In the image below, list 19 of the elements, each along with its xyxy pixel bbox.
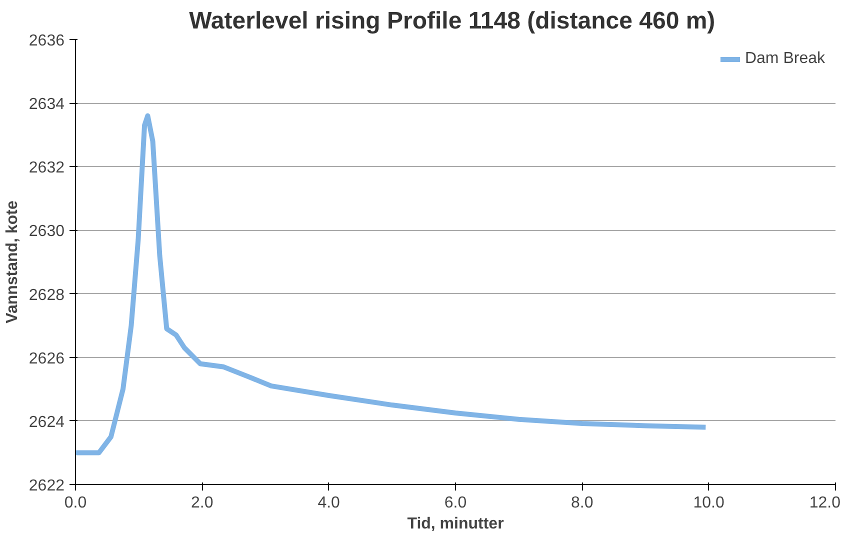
y-tick-label: 2636 [28,32,65,50]
legend-label: Dam Break [744,50,825,68]
x-tick-label: 4.0 [318,494,340,512]
y-tick-label: 2632 [28,160,65,177]
y-axis-title: Vannstand, kote [4,200,21,324]
y-tick-label: 2622 [28,478,65,494]
x-tick-label: 6.0 [444,494,467,512]
x-tick-label: 0.0 [64,494,87,512]
x-axis-title: Tid, minutter [407,516,504,532]
x-tick-label: 10.0 [693,494,725,512]
chart-title: Waterlevel rising Profile 1148 (distance 460 m) [189,8,716,34]
y-tick-label: 2626 [28,350,65,368]
y-tick-label: 2628 [28,286,65,304]
y-tick-label: 2634 [28,96,65,114]
y-tick-label: 2630 [28,223,65,240]
y-tick-label: 2624 [28,414,65,431]
x-tick-label: 2.0 [191,494,214,512]
x-tick-label: 8.0 [571,494,594,512]
x-tick-label: 12.0 [809,494,841,512]
